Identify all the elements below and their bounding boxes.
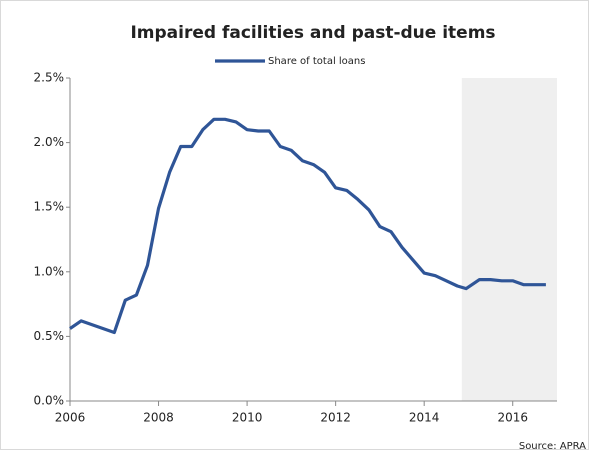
y-tick-label: 2.5% [34, 71, 65, 85]
x-tick-label: 2014 [409, 411, 440, 425]
x-tick-label: 2008 [143, 411, 174, 425]
y-tick-label: 2.0% [34, 135, 65, 149]
data-line [69, 117, 546, 335]
y-tick-label: 0.0% [34, 394, 65, 408]
x-tick-label: 2010 [232, 411, 263, 425]
y-tick-label: 1.5% [34, 200, 65, 214]
x-tick-label: 2016 [497, 411, 528, 425]
shaded-region [461, 78, 557, 401]
x-tick-label: 2006 [55, 411, 86, 425]
x-tick-label: 2012 [320, 411, 351, 425]
legend-label: Share of total loans [268, 56, 365, 67]
source-note: Source: APRA [519, 441, 586, 450]
y-tick-label: 1.0% [34, 264, 65, 278]
chart-title: Impaired facilities and past-due items [130, 23, 495, 43]
y-tick-label: 0.5% [34, 329, 65, 343]
